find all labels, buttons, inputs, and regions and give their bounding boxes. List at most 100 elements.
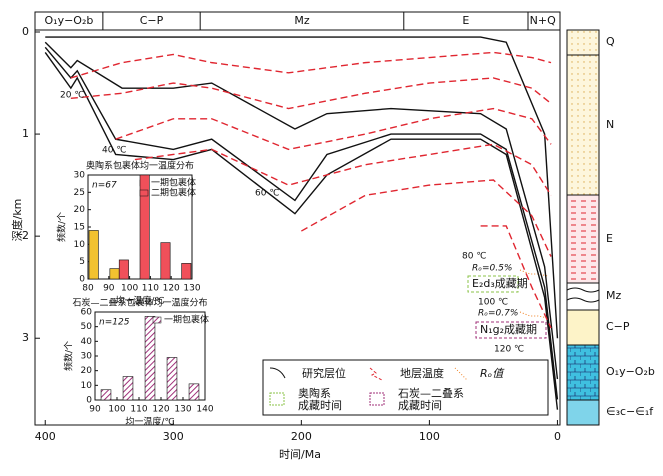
hist-x-tick-label: 130 (183, 284, 200, 294)
hist-bar (166, 357, 178, 401)
column-label: Q (606, 35, 615, 48)
hist-x-tick-label: 140 (196, 405, 213, 415)
hist-title: 石炭—二叠系包裹体均一温度分布 (72, 297, 207, 309)
hist-n: n=67 (92, 181, 117, 191)
hist-bar (122, 376, 134, 401)
period-label: Mz (294, 14, 309, 27)
strat-column (566, 29, 600, 426)
hist-y-tick-label: 30 (81, 352, 93, 362)
hist-y-tick-label: 25 (74, 188, 85, 198)
x-tick-label: 0 (554, 430, 561, 443)
x-tick-label: 100 (419, 430, 440, 443)
event-box (467, 275, 519, 293)
hist-y-label: 频数/个 (63, 341, 75, 371)
legend-label: 石炭—二叠系 (398, 387, 464, 400)
hist-x-tick-label: 90 (89, 405, 101, 415)
hist-x-tick-label: 100 (108, 405, 125, 415)
hist-y-tick-label: 50 (81, 322, 93, 332)
isotherm (134, 143, 552, 196)
period-label: O₁y−O₂b (45, 14, 94, 27)
y-tick-label: 3 (22, 331, 29, 344)
hist-x-tick-label: 120 (163, 284, 180, 294)
legend-swatch (139, 189, 149, 197)
isotherm-label: 20 ℃ (60, 91, 84, 101)
hist-y-tick-label: 10 (74, 240, 86, 250)
isotherm (70, 51, 552, 79)
x-axis-label: 时间/Ma (279, 448, 321, 461)
hist-bar (188, 383, 200, 401)
hist-bar (181, 263, 192, 280)
isotherm (70, 77, 552, 110)
isotherm-label: 80 ℃ (462, 252, 486, 262)
hist-bar (109, 268, 120, 280)
isotherm-label: 120 ℃ (494, 345, 524, 355)
hist-x-tick-label: 120 (152, 405, 169, 415)
y-tick-label: 0 (22, 25, 29, 38)
legend-label: 成藏时间 (298, 399, 342, 412)
column-label: O₁y−O₂b (606, 365, 655, 378)
hist-y-tick-label: 30 (74, 171, 86, 181)
hist-x-tick-label: 100 (121, 284, 138, 294)
column-label: C−P (606, 320, 630, 333)
isotherm-label: 60 ℃ (255, 189, 279, 199)
hist-bar (88, 230, 99, 280)
column-label: E (606, 232, 613, 245)
hist-bar (160, 242, 171, 280)
isotherm-label: 100 ℃ (478, 298, 508, 308)
hist-x-label: 均一温度/℃ (125, 416, 174, 428)
legend-label: Rₒ值 (480, 367, 505, 380)
y-tick-label: 2 (22, 229, 29, 242)
isotherm (115, 107, 552, 151)
column-label: Mz (606, 289, 621, 302)
legend-label: 研究层位 (302, 366, 346, 380)
plot-frame (34, 11, 561, 426)
ro-label: Rₒ=0.7% (478, 309, 518, 319)
hist-y-tick-label: 15 (74, 223, 85, 233)
hist-y-tick-label: 5 (79, 257, 85, 267)
burial-curve (44, 52, 559, 410)
isotherm (301, 179, 552, 257)
hist-y-tick-label: 20 (74, 205, 86, 215)
isotherm-label: 40 ℃ (102, 146, 126, 156)
hist-title: 奥陶系包裹体均一温度分布 (86, 160, 194, 172)
x-tick-label: 400 (35, 430, 56, 443)
legend-label: 二期包裹体 (151, 187, 196, 199)
hist-x-tick-label: 80 (82, 284, 94, 294)
period-label: C−P (140, 14, 164, 27)
hist-y-tick-label: 0 (86, 396, 92, 406)
legend (262, 359, 549, 416)
legend-label: 一期包裹体 (164, 314, 209, 326)
isotherm (480, 225, 552, 329)
hist-bar (100, 389, 112, 401)
legend-label: 成藏时间 (398, 399, 442, 412)
y-axis-label: 深度/km (10, 199, 24, 242)
legend-label: 奥陶系 (298, 386, 331, 400)
hist-x-tick-label: 110 (142, 284, 159, 294)
hist-x-tick-label: 110 (130, 405, 147, 415)
column-label: N (606, 118, 614, 131)
legend-label: 地层温度 (400, 366, 444, 380)
hist-x-tick-label: 130 (174, 405, 191, 415)
hist-x-label: 均一温度/℃ (115, 295, 164, 307)
hist-y-tick-label: 40 (81, 337, 93, 347)
hist-bar (144, 316, 156, 401)
hist-bar (139, 174, 150, 280)
legend-swatch (152, 316, 162, 324)
legend-label: 一期包裹体 (151, 177, 196, 189)
burial-curve (44, 41, 559, 380)
column-label: ∈₃c−∈₁f (606, 405, 654, 418)
x-tick-label: 200 (291, 430, 312, 443)
x-tick-label: 300 (163, 430, 184, 443)
hist-n: n=125 (99, 318, 130, 328)
hist-y-tick-label: 20 (81, 366, 93, 376)
burial-curve (45, 36, 559, 339)
hist-y-tick-label: 0 (79, 275, 85, 285)
y-tick-label: 1 (22, 127, 29, 140)
burial-curve (44, 46, 559, 400)
ro-label: Rₒ=0.5% (472, 264, 512, 274)
period-label: E (462, 14, 469, 27)
hist-y-tick-label: 60 (81, 308, 93, 318)
event-label: N₁g₂成藏期 (480, 323, 537, 336)
